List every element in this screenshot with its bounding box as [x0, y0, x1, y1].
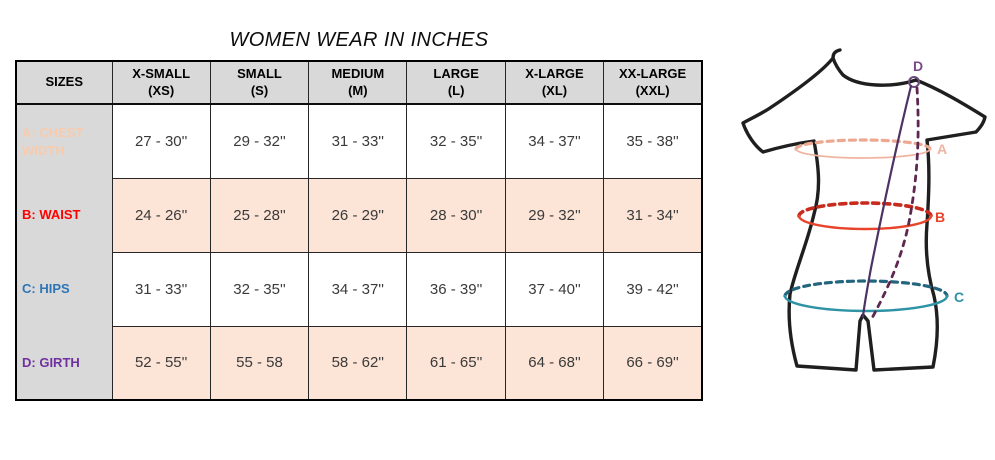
girth-measure-line	[861, 76, 920, 322]
column-abbr: (S)	[250, 82, 269, 98]
hips-m-cell: 34 - 37''	[308, 251, 408, 327]
girth-s-cell: 55 - 58	[209, 325, 310, 401]
column-name: MEDIUM	[331, 65, 385, 81]
girth-l-cell: 61 - 65''	[406, 325, 506, 401]
table-row-hips: C: HIPS 31 - 33'' 32 - 35'' 34 - 37'' 36…	[15, 251, 703, 327]
column-header-medium: MEDIUM (M)	[308, 60, 408, 105]
hips-l-cell: 36 - 39''	[406, 251, 506, 327]
page-title: WOMEN WEAR IN INCHES	[229, 29, 489, 51]
chest-label-a: A	[937, 141, 947, 157]
waist-l-cell: 28 - 30''	[406, 177, 506, 253]
row-label-hips: C: HIPS	[15, 252, 113, 326]
girth-xxl-cell: 66 - 69''	[603, 325, 703, 401]
chest-xs-cell: 27 - 30''	[111, 103, 211, 179]
row-label-waist: B: WAIST	[15, 178, 113, 252]
column-abbr: (M)	[348, 82, 368, 98]
column-header-xlarge: X-LARGE (XL)	[504, 60, 605, 105]
body-outline	[741, 48, 987, 372]
column-header-large: LARGE (L)	[406, 60, 506, 105]
measurement-diagram: A B C D	[730, 18, 995, 448]
column-name: X-SMALL	[132, 65, 191, 81]
hips-xxl-cell: 39 - 42''	[603, 251, 703, 327]
row-label-chest: A: CHEST WIDTH	[15, 104, 113, 178]
column-header-small: SMALL (S)	[209, 60, 310, 105]
column-header-xsmall: X-SMALL (XS)	[111, 60, 211, 105]
girth-m-cell: 58 - 62''	[308, 325, 408, 401]
chest-xxl-cell: 35 - 38''	[603, 103, 703, 179]
hips-xs-cell: 31 - 33''	[111, 251, 211, 327]
column-header-xxlarge: XX-LARGE (XXL)	[603, 60, 703, 105]
waist-xs-cell: 24 - 26''	[111, 177, 211, 253]
waist-measure-ellipse	[797, 201, 933, 231]
column-name: SMALL	[237, 65, 282, 81]
table-row-waist: B: WAIST 24 - 26'' 25 - 28'' 26 - 29'' 2…	[15, 177, 703, 253]
girth-xl-cell: 64 - 68''	[504, 325, 605, 401]
column-name: XX-LARGE	[618, 65, 687, 81]
girth-xs-cell: 52 - 55''	[111, 325, 211, 401]
chest-m-cell: 31 - 33''	[308, 103, 408, 179]
girth-label-d: D	[913, 58, 923, 74]
waist-m-cell: 26 - 29''	[308, 177, 408, 253]
size-chart-table: SIZES X-SMALL (XS) SMALL (S) MEDIUM (M) …	[15, 60, 703, 401]
hips-measure-ellipse	[783, 279, 949, 313]
column-abbr: (XS)	[148, 82, 175, 98]
table-row-chest: A: CHEST WIDTH 27 - 30'' 29 - 32'' 31 - …	[15, 103, 703, 179]
chest-l-cell: 32 - 35''	[406, 103, 506, 179]
corner-header-sizes: SIZES	[15, 60, 113, 105]
waist-label-b: B	[935, 209, 945, 225]
column-name: LARGE	[433, 65, 479, 81]
chest-s-cell: 29 - 32''	[209, 103, 310, 179]
row-label-girth: D: GIRTH	[15, 326, 113, 400]
waist-xl-cell: 29 - 32''	[504, 177, 605, 253]
column-abbr: (XL)	[541, 82, 568, 98]
chest-measure-ellipse	[794, 138, 932, 159]
hips-xl-cell: 37 - 40''	[504, 251, 605, 327]
waist-s-cell: 25 - 28''	[209, 177, 310, 253]
column-abbr: (L)	[447, 82, 465, 98]
waist-xxl-cell: 31 - 34''	[603, 177, 703, 253]
chest-xl-cell: 34 - 37''	[504, 103, 605, 179]
column-name: X-LARGE	[525, 65, 584, 81]
table-row-girth: D: GIRTH 52 - 55'' 55 - 58 58 - 62'' 61 …	[15, 325, 703, 401]
hips-label-c: C	[954, 289, 964, 305]
header-row: SIZES X-SMALL (XS) SMALL (S) MEDIUM (M) …	[15, 60, 703, 105]
column-abbr: (XXL)	[635, 82, 670, 98]
hips-s-cell: 32 - 35''	[209, 251, 310, 327]
